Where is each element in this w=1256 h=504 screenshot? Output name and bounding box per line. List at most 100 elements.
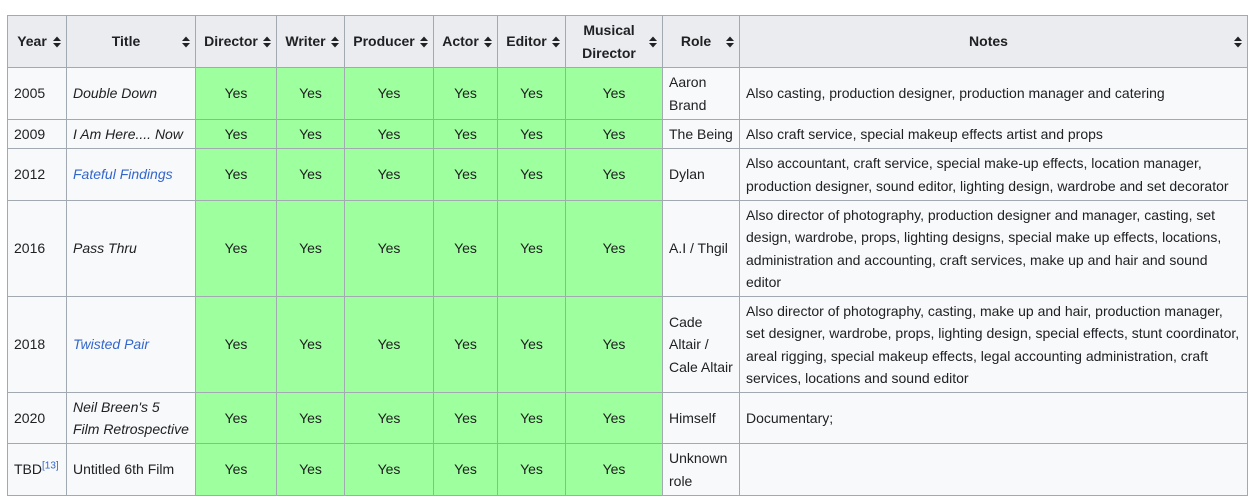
- citation-link[interactable]: [13]: [42, 460, 59, 472]
- writer-cell: Yes: [276, 296, 345, 393]
- title-cell: Pass Thru: [66, 200, 196, 297]
- director-cell: Yes: [195, 67, 277, 120]
- sort-updown-icon[interactable]: [331, 36, 339, 47]
- producer-cell: Yes: [344, 67, 434, 120]
- director-cell: Yes: [195, 392, 277, 444]
- table-row: 2018 Twisted Pair Yes Yes Yes Yes Yes Ye…: [7, 296, 1248, 393]
- col-header-director[interactable]: Director: [195, 15, 277, 68]
- table-row: 2020 Neil Breen's 5 Film Retrospective Y…: [7, 392, 1248, 444]
- writer-cell: Yes: [276, 67, 345, 120]
- header-row: Year Title Director Writer Producer Acto…: [7, 15, 1248, 68]
- notes-cell: Documentary;: [739, 392, 1248, 444]
- year-cell: TBD[13]: [7, 443, 67, 496]
- writer-cell: Yes: [276, 119, 345, 149]
- year-cell: 2016: [7, 200, 67, 297]
- year-cell: 2020: [7, 392, 67, 444]
- table-row: TBD[13] Untitled 6th Film Yes Yes Yes Ye…: [7, 443, 1248, 496]
- writer-cell: Yes: [276, 200, 345, 297]
- actor-cell: Yes: [433, 443, 498, 496]
- year-cell: 2005: [7, 67, 67, 120]
- role-cell: Unknown role: [662, 443, 740, 496]
- title-cell: Double Down: [66, 67, 196, 120]
- title-link[interactable]: Twisted Pair: [66, 296, 196, 393]
- producer-cell: Yes: [344, 296, 434, 393]
- writer-cell: Yes: [276, 443, 345, 496]
- col-header-writer[interactable]: Writer: [276, 15, 345, 68]
- actor-cell: Yes: [433, 200, 498, 297]
- col-header-notes[interactable]: Notes: [739, 15, 1248, 68]
- col-header-title[interactable]: Title: [66, 15, 196, 68]
- notes-cell: Also casting, production designer, produ…: [739, 67, 1248, 120]
- col-header-year[interactable]: Year: [7, 15, 67, 68]
- col-header-musical-director[interactable]: Musical Director: [565, 15, 663, 68]
- writer-cell: Yes: [276, 392, 345, 444]
- filmography-table-wrapper: Year Title Director Writer Producer Acto…: [7, 15, 1248, 496]
- role-cell: Cade Altair / Cale Altair: [662, 296, 740, 393]
- editor-cell: Yes: [497, 392, 566, 444]
- notes-cell: Also craft service, special makeup effec…: [739, 119, 1248, 149]
- musical-director-cell: Yes: [565, 119, 663, 149]
- filmography-table: Year Title Director Writer Producer Acto…: [7, 15, 1248, 496]
- musical-director-cell: Yes: [565, 200, 663, 297]
- title-link[interactable]: Fateful Findings: [66, 148, 196, 201]
- editor-cell: Yes: [497, 443, 566, 496]
- table-row: 2016 Pass Thru Yes Yes Yes Yes Yes Yes A…: [7, 200, 1248, 297]
- sort-updown-icon[interactable]: [484, 36, 492, 47]
- director-cell: Yes: [195, 119, 277, 149]
- notes-cell: Also accountant, craft service, special …: [739, 148, 1248, 201]
- musical-director-cell: Yes: [565, 148, 663, 201]
- title-cell: Untitled 6th Film: [66, 443, 196, 496]
- year-cell: 2012: [7, 148, 67, 201]
- editor-cell: Yes: [497, 148, 566, 201]
- year-cell: 2018: [7, 296, 67, 393]
- table-row: 2012 Fateful Findings Yes Yes Yes Yes Ye…: [7, 148, 1248, 201]
- title-cell: I Am Here.... Now: [66, 119, 196, 149]
- director-cell: Yes: [195, 296, 277, 393]
- sort-updown-icon[interactable]: [53, 36, 61, 47]
- actor-cell: Yes: [433, 296, 498, 393]
- director-cell: Yes: [195, 443, 277, 496]
- notes-cell: [739, 443, 1248, 496]
- musical-director-cell: Yes: [565, 67, 663, 120]
- director-cell: Yes: [195, 148, 277, 201]
- musical-director-cell: Yes: [565, 392, 663, 444]
- producer-cell: Yes: [344, 443, 434, 496]
- col-header-role[interactable]: Role: [662, 15, 740, 68]
- role-cell: A.I / Thgil: [662, 200, 740, 297]
- sort-updown-icon[interactable]: [649, 36, 657, 47]
- editor-cell: Yes: [497, 119, 566, 149]
- producer-cell: Yes: [344, 200, 434, 297]
- table-row: 2009 I Am Here.... Now Yes Yes Yes Yes Y…: [7, 119, 1248, 149]
- actor-cell: Yes: [433, 119, 498, 149]
- sort-updown-icon[interactable]: [1234, 36, 1242, 47]
- musical-director-cell: Yes: [565, 296, 663, 393]
- title-cell: Neil Breen's 5 Film Retrospective: [66, 392, 196, 444]
- producer-cell: Yes: [344, 148, 434, 201]
- actor-cell: Yes: [433, 148, 498, 201]
- sort-updown-icon[interactable]: [263, 36, 271, 47]
- producer-cell: Yes: [344, 392, 434, 444]
- sort-updown-icon[interactable]: [420, 36, 428, 47]
- sort-updown-icon[interactable]: [726, 36, 734, 47]
- notes-cell: Also director of photography, production…: [739, 200, 1248, 297]
- notes-cell: Also director of photography, casting, m…: [739, 296, 1248, 393]
- year-cell: 2009: [7, 119, 67, 149]
- actor-cell: Yes: [433, 67, 498, 120]
- actor-cell: Yes: [433, 392, 498, 444]
- role-cell: The Being: [662, 119, 740, 149]
- producer-cell: Yes: [344, 119, 434, 149]
- editor-cell: Yes: [497, 296, 566, 393]
- col-header-editor[interactable]: Editor: [497, 15, 566, 68]
- table-row: 2005 Double Down Yes Yes Yes Yes Yes Yes…: [7, 67, 1248, 120]
- col-header-actor[interactable]: Actor: [433, 15, 498, 68]
- sort-updown-icon[interactable]: [182, 36, 190, 47]
- role-cell: Aaron Brand: [662, 67, 740, 120]
- role-cell: Himself: [662, 392, 740, 444]
- sort-updown-icon[interactable]: [552, 36, 560, 47]
- col-header-producer[interactable]: Producer: [344, 15, 434, 68]
- director-cell: Yes: [195, 200, 277, 297]
- writer-cell: Yes: [276, 148, 345, 201]
- editor-cell: Yes: [497, 200, 566, 297]
- musical-director-cell: Yes: [565, 443, 663, 496]
- role-cell: Dylan: [662, 148, 740, 201]
